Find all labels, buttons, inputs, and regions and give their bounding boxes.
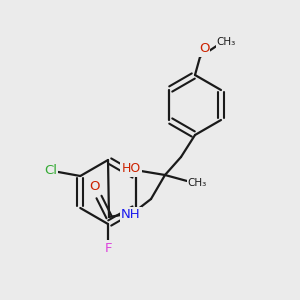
Text: CH₃: CH₃ (216, 37, 236, 47)
Text: CH₃: CH₃ (188, 178, 207, 188)
Text: O: O (199, 43, 209, 56)
Text: HO: HO (122, 163, 141, 176)
Text: F: F (104, 242, 112, 254)
Text: O: O (89, 181, 99, 194)
Text: NH: NH (121, 208, 141, 221)
Text: Cl: Cl (44, 164, 57, 178)
